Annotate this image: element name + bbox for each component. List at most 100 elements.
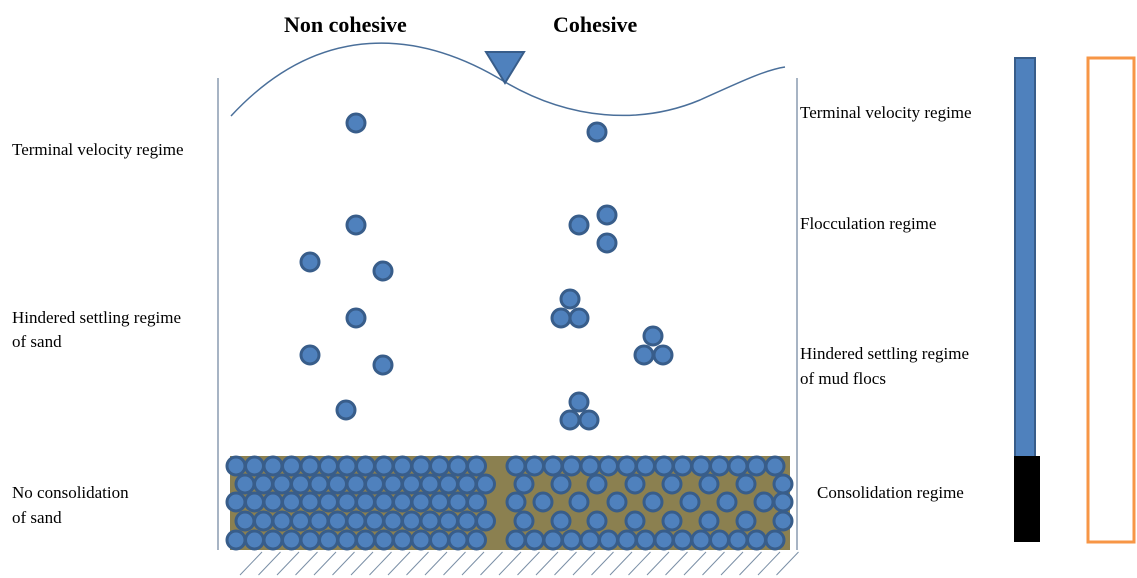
floc-particle [559, 288, 581, 310]
particle [345, 214, 367, 236]
mud-particle [716, 491, 738, 513]
right-hindered-label-2: of mud flocs [800, 369, 886, 388]
mud-particle [524, 529, 545, 551]
mud-particle [772, 491, 794, 513]
mud-particle [635, 455, 656, 477]
sand-grain [429, 455, 450, 477]
hatch-line [406, 551, 429, 576]
black-bar [1014, 456, 1040, 542]
sand-grain [271, 473, 293, 495]
hatch-line [609, 551, 633, 576]
hatch-line [628, 551, 651, 576]
mud-particle [579, 455, 601, 477]
sand-grain [318, 491, 339, 513]
floc-particle [578, 409, 600, 431]
header-non-cohesive: Non cohesive [284, 12, 407, 37]
sand-grain [262, 529, 284, 551]
hatch-line [554, 551, 577, 576]
hatch-line [776, 551, 799, 576]
right-hindered-label-1: Hindered settling regime [800, 344, 970, 363]
sand-grain [318, 529, 339, 551]
mud-particle [505, 529, 527, 551]
particle [299, 251, 321, 273]
mud-particle [735, 473, 757, 495]
sand-grain [271, 510, 293, 532]
sand-grain [308, 473, 330, 495]
sand-grain [225, 491, 247, 513]
sand-grain [392, 491, 413, 513]
sand-grain [373, 491, 395, 513]
sand-grain [410, 529, 432, 551]
mud-particle [764, 529, 786, 551]
sand-grain [336, 455, 358, 477]
sand-grain [447, 491, 469, 513]
mud-particle [586, 510, 608, 532]
header-cohesive: Cohesive [553, 12, 638, 37]
hatch-line [424, 551, 448, 576]
mud-particle [672, 529, 693, 551]
sand-grain [466, 455, 487, 477]
particle [345, 112, 367, 134]
mud-particle [709, 529, 730, 551]
mud-particle [513, 510, 535, 532]
floc-particle [550, 307, 572, 329]
mud-particle [616, 529, 638, 551]
mud-particle [579, 529, 601, 551]
floc-particle [568, 391, 590, 413]
hatch-line [461, 551, 485, 576]
mud-particle [653, 455, 675, 477]
particle [335, 399, 357, 421]
sand-grain [299, 455, 321, 477]
sand-grain [447, 529, 469, 551]
hatch-line [313, 551, 337, 576]
sand-grain [382, 473, 404, 495]
mud-particle [624, 510, 646, 532]
mud-particle [542, 455, 564, 477]
sand-grain [364, 510, 385, 532]
left-consolidation-label-2: of sand [12, 508, 62, 527]
sand-grain [253, 510, 274, 532]
sand-grain [382, 510, 404, 532]
sand-grain [392, 529, 413, 551]
left-consolidation-label-1: No consolidation [12, 483, 129, 502]
hatch-line [591, 551, 614, 576]
mud-particle [586, 473, 608, 495]
hatch-line [720, 551, 744, 576]
mud-particle [642, 491, 664, 513]
floc-particle [652, 344, 674, 366]
sand-grain [466, 529, 487, 551]
floc-particle [596, 204, 618, 226]
sand-grain [364, 473, 385, 495]
hatch-line [498, 551, 522, 576]
mud-particle [568, 491, 590, 513]
sand-grain [475, 473, 496, 495]
mud-particle [616, 455, 638, 477]
mud-particle [727, 529, 749, 551]
sand-grain [438, 510, 459, 532]
right-consolidation-label: Consolidation regime [817, 483, 964, 502]
hatch-line [683, 551, 707, 576]
sand-grain [281, 491, 302, 513]
sand-grain [401, 510, 422, 532]
mud-particle [772, 510, 794, 532]
mud-particle [550, 473, 572, 495]
water-surface [230, 42, 786, 117]
sand-grain [401, 473, 422, 495]
sand-grain [456, 510, 478, 532]
sand-grain [281, 529, 302, 551]
sand-grain [429, 529, 450, 551]
sand-grain [419, 473, 441, 495]
sand-grain [244, 455, 265, 477]
hatch-line [258, 551, 281, 576]
blue-bar [1014, 57, 1036, 459]
mud-particle [698, 510, 720, 532]
sand-grain [373, 455, 395, 477]
hatch-line [572, 551, 596, 576]
particles [225, 112, 794, 551]
mud-particle [542, 529, 564, 551]
mud-particle [764, 455, 786, 477]
sand-grain [475, 510, 496, 532]
mud-particle [727, 455, 749, 477]
floc-particle [633, 344, 655, 366]
hatch-line [665, 551, 688, 576]
